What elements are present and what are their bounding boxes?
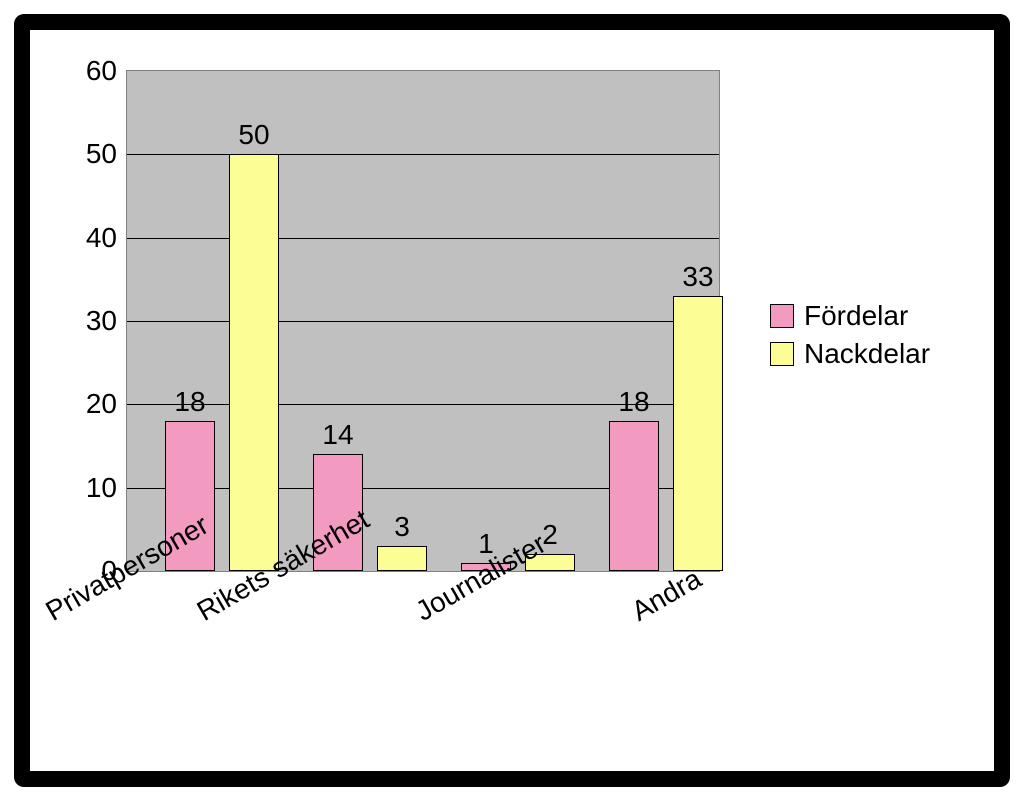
bar: 3 bbox=[377, 546, 427, 571]
y-tick-label: 20 bbox=[86, 388, 117, 420]
bar-value-label: 50 bbox=[238, 119, 269, 151]
legend: Fördelar Nackdelar bbox=[770, 300, 930, 376]
legend-swatch bbox=[770, 342, 794, 366]
gridline bbox=[127, 321, 719, 322]
y-tick-label: 50 bbox=[86, 138, 117, 170]
bar: 50 bbox=[229, 154, 279, 571]
bar-value-label: 14 bbox=[322, 419, 353, 451]
bar: 33 bbox=[673, 296, 723, 571]
plot-area: 01020304050601850143121833 bbox=[126, 70, 720, 572]
bar: 18 bbox=[609, 421, 659, 571]
chart-frame: 01020304050601850143121833 FördelarNackd… bbox=[14, 14, 1010, 787]
chart-inner: 01020304050601850143121833 FördelarNackd… bbox=[30, 30, 994, 771]
bar-value-label: 18 bbox=[174, 386, 205, 418]
bar-value-label: 3 bbox=[394, 511, 410, 543]
legend-item: Nackdelar bbox=[770, 338, 930, 370]
x-axis-label: Andra bbox=[626, 563, 707, 628]
legend-label: Nackdelar bbox=[804, 338, 930, 370]
gridline bbox=[127, 154, 719, 155]
y-tick-label: 60 bbox=[86, 55, 117, 87]
y-tick-label: 10 bbox=[86, 472, 117, 504]
bar-value-label: 33 bbox=[682, 261, 713, 293]
y-tick-label: 40 bbox=[86, 222, 117, 254]
gridline bbox=[127, 238, 719, 239]
legend-swatch bbox=[770, 304, 794, 328]
legend-item: Fördelar bbox=[770, 300, 930, 332]
y-tick-label: 30 bbox=[86, 305, 117, 337]
bar-value-label: 18 bbox=[618, 386, 649, 418]
legend-label: Fördelar bbox=[804, 300, 908, 332]
